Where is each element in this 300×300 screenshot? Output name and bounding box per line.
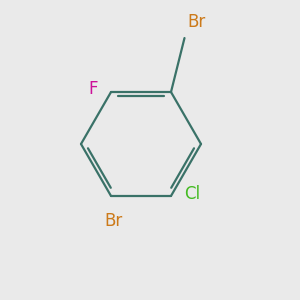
Text: F: F — [88, 80, 98, 98]
Text: Br: Br — [105, 212, 123, 230]
Text: Br: Br — [188, 13, 206, 31]
Text: Cl: Cl — [184, 185, 201, 203]
